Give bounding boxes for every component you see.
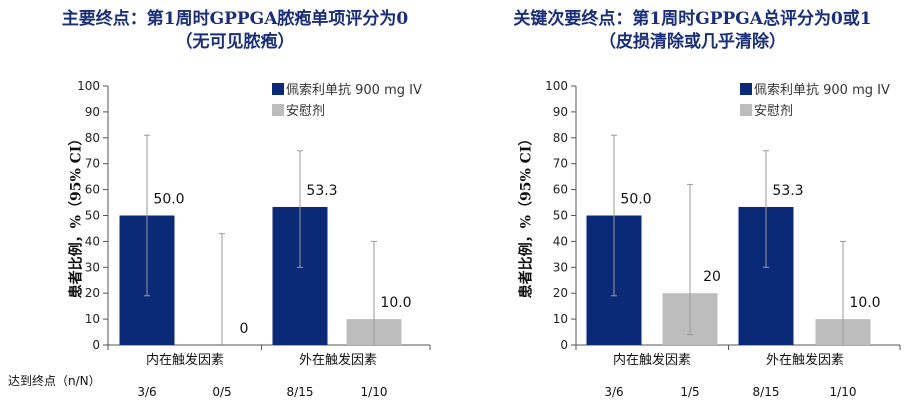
y-tick-label: 0 xyxy=(92,338,100,352)
legend-swatch xyxy=(272,83,284,95)
legend-swatch xyxy=(740,83,752,95)
x-category-label: 内在触发因素 xyxy=(613,352,691,368)
n-count: 8/15 xyxy=(287,385,314,399)
n-count: 1/10 xyxy=(830,385,857,399)
x-category-label: 外在触发因素 xyxy=(766,352,844,368)
y-tick-label: 30 xyxy=(85,260,100,274)
y-tick-label: 20 xyxy=(85,286,100,300)
legend-swatch xyxy=(740,104,752,116)
chart-2-title-line2: （皮损清除或几乎清除） xyxy=(599,32,786,52)
y-tick-label: 100 xyxy=(545,79,568,93)
chart-2: 0 10 20 30 40 50 60 70 80 90 100 50.0 53.3 20 10.0 内在触发… xyxy=(545,79,901,399)
data-label: 0 xyxy=(240,321,249,337)
y-tick-label: 80 xyxy=(553,131,568,145)
data-label: 53.3 xyxy=(306,183,337,199)
chart-2-title: 关键次要终点：第1周时GPPGA总评分为0或1 （皮损清除或几乎清除） xyxy=(470,8,915,54)
x-category-label: 内在触发因素 xyxy=(146,352,224,368)
legend-label: 安慰剂 xyxy=(286,104,325,119)
legend-swatch xyxy=(272,104,284,116)
n-count: 1/10 xyxy=(361,385,388,399)
n-count: 8/15 xyxy=(753,385,780,399)
y-tick-label: 40 xyxy=(85,234,100,248)
data-label: 50.0 xyxy=(153,192,184,208)
y-tick-label: 10 xyxy=(85,312,100,326)
data-label: 53.3 xyxy=(772,183,803,199)
y-tick-label: 90 xyxy=(85,105,100,119)
y-tick-label: 50 xyxy=(553,209,568,223)
data-label: 50.0 xyxy=(620,192,651,208)
data-label: 20 xyxy=(703,269,721,285)
data-label: 10.0 xyxy=(849,295,880,311)
y-tick-label: 60 xyxy=(85,183,100,197)
x-category-label: 外在触发因素 xyxy=(299,352,377,368)
legend-label: 安慰剂 xyxy=(754,104,793,119)
data-label: 10.0 xyxy=(380,295,411,311)
y-tick-label: 0 xyxy=(560,338,568,352)
y-tick-label: 70 xyxy=(553,157,568,171)
y-tick-label: 50 xyxy=(85,209,100,223)
chart-1: 0 10 20 30 40 50 60 70 80 90 100 50.0 53.3 0 10.0 内在触发因… xyxy=(77,79,431,399)
y-tick-label: 30 xyxy=(553,260,568,274)
y-tick-label: 20 xyxy=(553,286,568,300)
chart-2-title-line1: 关键次要终点：第1周时GPPGA总评分为0或1 xyxy=(513,9,872,29)
n-count: 0/5 xyxy=(212,385,231,399)
n-count-label: 达到终点（n/N） xyxy=(8,374,101,388)
chart-1-title: 主要终点：第1周时GPPGA脓疱单项评分为0 （无可见脓疱） xyxy=(0,8,470,54)
y-tick-label: 70 xyxy=(85,157,100,171)
chart-1-title-line2: （无可见脓疱） xyxy=(175,32,295,52)
n-count: 3/6 xyxy=(137,385,156,399)
n-count: 1/5 xyxy=(680,385,699,399)
y-tick-label: 60 xyxy=(553,183,568,197)
chart-1-title-line1: 主要终点：第1周时GPPGA脓疱单项评分为0 xyxy=(61,9,409,29)
y-tick-label: 90 xyxy=(553,105,568,119)
y-tick-label: 80 xyxy=(85,131,100,145)
y-tick-label: 100 xyxy=(77,79,100,93)
y-tick-label: 40 xyxy=(553,234,568,248)
legend-label: 佩索利单抗 900 mg IV xyxy=(286,83,422,98)
n-count: 3/6 xyxy=(604,385,623,399)
y-tick-label: 10 xyxy=(553,312,568,326)
legend-label: 佩索利单抗 900 mg IV xyxy=(754,83,890,98)
